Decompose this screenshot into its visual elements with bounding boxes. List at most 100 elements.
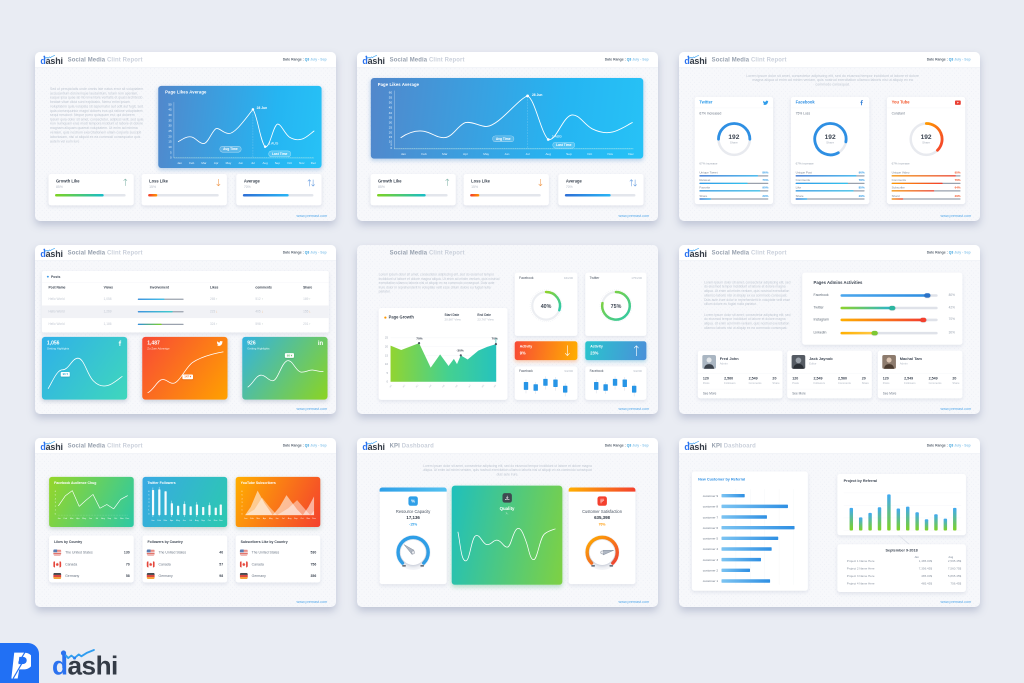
svg-text:0: 0 — [55, 514, 57, 516]
svg-text:20: 20 — [385, 345, 389, 349]
svg-text:6: 6 — [148, 491, 150, 493]
svg-text:Mar: Mar — [256, 517, 260, 520]
svg-text:35: 35 — [168, 118, 172, 122]
svg-text:customer 9: customer 9 — [702, 494, 718, 498]
svg-text:Feb: Feb — [189, 161, 194, 165]
svg-text:40: 40 — [389, 111, 393, 115]
svg-text:3: 3 — [241, 502, 243, 504]
svg-text:50: 50 — [389, 101, 393, 105]
svg-text:Aug: Aug — [288, 517, 292, 520]
svg-text:Dec: Dec — [628, 152, 634, 156]
svg-text:Aug: Aug — [195, 519, 199, 522]
svg-text:35: 35 — [389, 115, 393, 119]
svg-text:Jul: Jul — [526, 152, 530, 156]
svg-text:0: 0 — [148, 514, 150, 516]
svg-text:w4: w4 — [429, 384, 433, 388]
svg-text:customer 1: customer 1 — [702, 579, 718, 583]
svg-text:75%: 75% — [611, 304, 622, 310]
svg-text:Oct: Oct — [301, 517, 305, 520]
svg-text:Feb: Feb — [250, 518, 254, 520]
svg-text:Apr: Apr — [463, 152, 468, 156]
svg-text:w1: w1 — [389, 384, 393, 388]
svg-text:Jul: Jul — [282, 518, 285, 520]
svg-text:-30%: -30% — [456, 349, 464, 353]
svg-text:May: May — [82, 518, 86, 520]
svg-text:30: 30 — [389, 120, 393, 124]
svg-text:Aug: Aug — [262, 161, 268, 165]
svg-text:Aug: Aug — [545, 152, 551, 156]
svg-text:Nov: Nov — [214, 520, 218, 522]
svg-text:Feb: Feb — [157, 520, 161, 522]
svg-text:Feb: Feb — [64, 518, 68, 520]
svg-text:Jul: Jul — [251, 161, 255, 165]
svg-text:Dec: Dec — [219, 520, 223, 522]
svg-text:May: May — [269, 518, 273, 520]
svg-text:Oct: Oct — [114, 517, 118, 520]
svg-text:3: 3 — [148, 502, 150, 504]
svg-text:customer 6: customer 6 — [702, 526, 718, 530]
svg-text:3: 3 — [55, 502, 57, 504]
svg-text:Jun: Jun — [238, 161, 243, 165]
svg-text:Oct: Oct — [208, 519, 212, 522]
svg-text:Jul: Jul — [189, 520, 192, 522]
svg-text:customer 4: customer 4 — [702, 547, 718, 551]
svg-text:Apr: Apr — [76, 517, 79, 520]
svg-text:25: 25 — [168, 129, 172, 133]
svg-text:Jun: Jun — [89, 518, 92, 520]
svg-text:Nov: Nov — [299, 161, 305, 165]
svg-text:w2: w2 — [403, 384, 407, 388]
svg-text:Sep: Sep — [201, 520, 205, 522]
svg-text:20: 20 — [168, 134, 172, 138]
svg-text:Jan: Jan — [244, 518, 247, 520]
svg-text:4: 4 — [241, 498, 243, 500]
svg-text:15: 15 — [385, 353, 389, 357]
svg-text:0: 0 — [241, 514, 243, 516]
svg-text:Mar: Mar — [201, 161, 206, 165]
svg-text:10: 10 — [168, 145, 172, 149]
svg-text:May: May — [483, 152, 489, 156]
svg-text:2: 2 — [55, 506, 57, 508]
svg-text:0: 0 — [390, 146, 392, 150]
svg-text:40: 40 — [168, 113, 172, 117]
svg-text:20: 20 — [389, 131, 393, 135]
svg-text:Mar: Mar — [442, 152, 447, 156]
svg-text:w3: w3 — [416, 384, 420, 388]
svg-text:40%: 40% — [541, 304, 552, 310]
svg-text:6: 6 — [55, 491, 57, 493]
svg-text:5: 5 — [170, 150, 172, 154]
svg-text:5: 5 — [390, 143, 392, 147]
svg-text:Oct: Oct — [287, 161, 292, 165]
svg-text:customer 7: customer 7 — [702, 515, 718, 519]
svg-text:customer 3: customer 3 — [702, 558, 718, 562]
svg-text:Feb: Feb — [421, 152, 427, 156]
svg-text:6: 6 — [241, 491, 243, 493]
svg-text:Jan: Jan — [177, 161, 182, 165]
svg-text:Nov: Nov — [120, 518, 124, 520]
svg-text:10: 10 — [385, 362, 389, 366]
svg-text:Nov: Nov — [307, 518, 311, 520]
svg-text:25: 25 — [389, 126, 393, 130]
svg-text:0: 0 — [170, 156, 172, 160]
svg-text:5: 5 — [148, 495, 150, 497]
svg-text:Nov: Nov — [608, 152, 614, 156]
svg-text:customer 2: customer 2 — [702, 569, 718, 573]
svg-text:1: 1 — [148, 510, 150, 512]
svg-text:customer 8: customer 8 — [702, 505, 718, 509]
svg-text:Jan: Jan — [58, 518, 61, 520]
svg-text:70%: 70% — [492, 337, 498, 341]
svg-text:Jul: Jul — [95, 518, 98, 520]
svg-text:w5: w5 — [442, 384, 446, 388]
svg-text:45: 45 — [389, 106, 393, 110]
svg-text:25: 25 — [385, 336, 389, 340]
svg-text:Jun: Jun — [275, 518, 278, 520]
svg-text:Jun: Jun — [183, 520, 186, 522]
svg-text:50: 50 — [168, 102, 172, 106]
svg-text:55: 55 — [389, 96, 393, 100]
svg-text:2: 2 — [148, 506, 150, 508]
svg-text:15: 15 — [168, 140, 172, 144]
svg-text:2: 2 — [241, 506, 243, 508]
svg-text:5: 5 — [55, 495, 57, 497]
svg-text:Dec: Dec — [126, 518, 130, 520]
svg-text:customer 5: customer 5 — [702, 537, 718, 541]
svg-text:5: 5 — [241, 495, 243, 497]
